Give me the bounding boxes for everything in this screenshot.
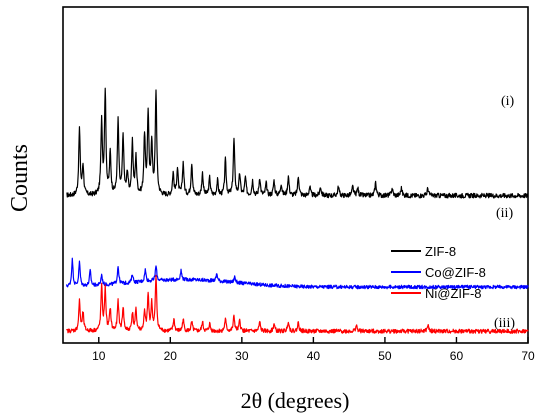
legend: ZIF-8 Co@ZIF-8 Ni@ZIF-8 xyxy=(391,244,486,301)
x-axis-title: 2θ (degrees) xyxy=(241,388,350,413)
legend-label-co-zif8: Co@ZIF-8 xyxy=(425,265,486,280)
x-tick-label-60: 60 xyxy=(450,349,464,363)
x-tick-label-20: 20 xyxy=(164,349,178,363)
series-line-zif-8 xyxy=(66,87,529,199)
traces xyxy=(65,87,529,334)
x-tick-label-10: 10 xyxy=(92,349,106,363)
x-tick-label-70: 70 xyxy=(521,349,535,363)
series-line-ni-zif-8 xyxy=(66,274,529,334)
x-tick-label-30: 30 xyxy=(235,349,249,363)
annotation-iii: (iii) xyxy=(494,316,515,331)
x-ticks: 10 20 30 40 50 60 70 xyxy=(92,337,535,363)
legend-label-ni-zif8: Ni@ZIF-8 xyxy=(425,286,482,301)
annotation-i: (i) xyxy=(501,94,515,109)
series-line-co-zif-8 xyxy=(65,257,529,290)
plot-frame xyxy=(62,6,529,344)
x-tick-label-50: 50 xyxy=(378,349,392,363)
annotation-ii: (ii) xyxy=(496,206,513,221)
legend-label-zif8: ZIF-8 xyxy=(425,244,456,259)
y-axis-title: Counts xyxy=(7,144,33,212)
x-tick-label-40: 40 xyxy=(307,349,321,363)
